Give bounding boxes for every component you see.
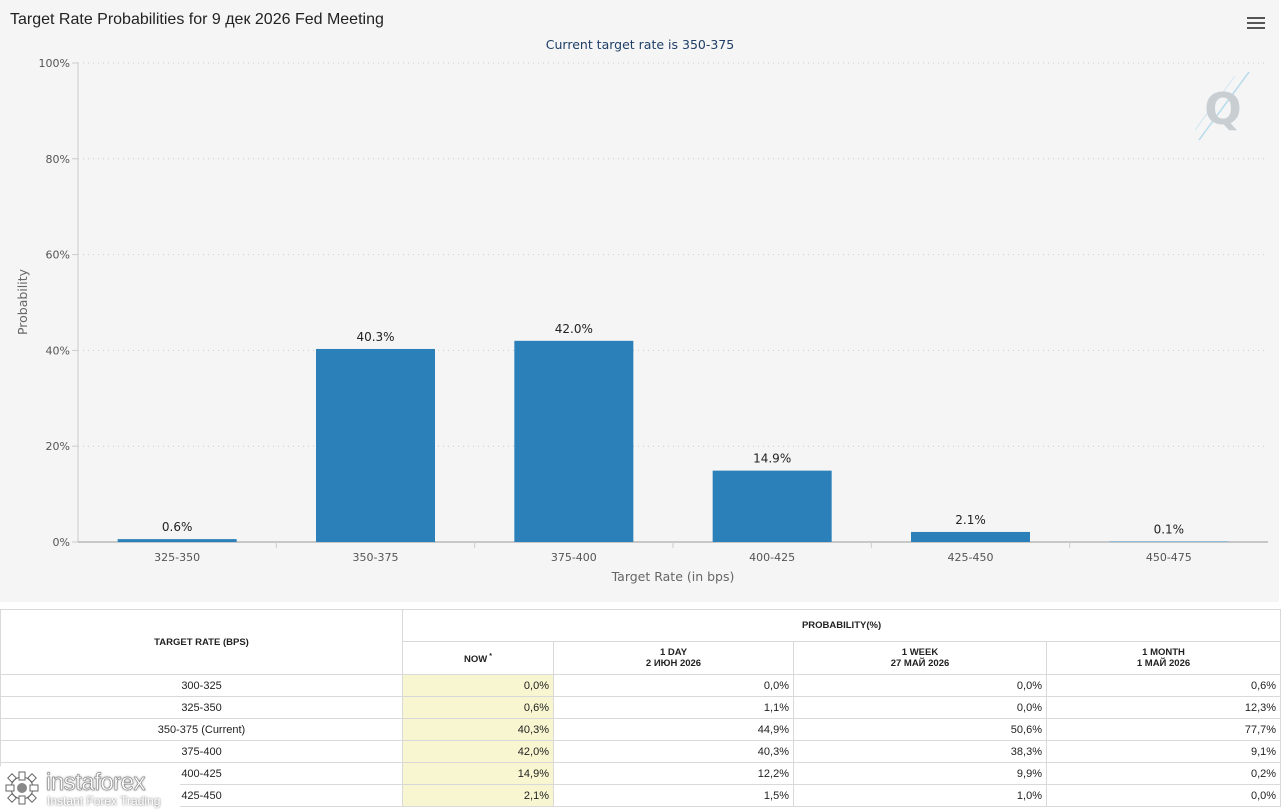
y-tick-label: 0% xyxy=(53,536,70,549)
row-rate: 375-400 xyxy=(0,740,403,763)
cell-value: 0,0% xyxy=(553,674,794,697)
chart-title: Target Rate Probabilities for 9 дек 2026… xyxy=(10,11,384,28)
x-tick-label-350-375: 350-375 xyxy=(353,551,399,564)
x-tick-label-400-425: 400-425 xyxy=(749,551,795,564)
cell-value: 77,7% xyxy=(1045,718,1282,741)
hamburger-menu-icon[interactable] xyxy=(1247,17,1265,31)
instaforex-logo: instaforex Instant Forex Trading xyxy=(0,766,180,810)
cell-value: 12,3% xyxy=(1045,696,1282,719)
data-label-375-400: 42.0% xyxy=(555,322,593,336)
y-tick-label: 100% xyxy=(39,57,70,70)
cell-value: 1,1% xyxy=(553,696,794,719)
table-row: 400-425 14,9% 12,2% 9,9% 0,2% xyxy=(0,762,1282,785)
y-tick-label: 60% xyxy=(46,249,70,262)
cell-value: 12,2% xyxy=(553,762,794,785)
bar-chart: Current target rate is 350-375 Probabili… xyxy=(15,37,1268,584)
cell-value: 44,9% xyxy=(553,718,794,741)
cell-value: 40,3% xyxy=(553,740,794,763)
column-label: 1 MONTH xyxy=(1142,646,1185,658)
column-date: 1 МАЙ 2026 xyxy=(1136,657,1191,669)
column-marker: * xyxy=(489,652,492,660)
data-label-350-375: 40.3% xyxy=(356,330,394,344)
cell-value: 42,0% xyxy=(402,740,554,763)
data-label-450-475: 0.1% xyxy=(1154,523,1185,537)
bar-350-375[interactable] xyxy=(316,348,435,542)
svg-text:Q: Q xyxy=(1204,84,1241,135)
x-tick-label-325-350: 325-350 xyxy=(154,551,200,564)
x-axis-title: Target Rate (in bps) xyxy=(611,569,735,584)
column-date: 27 МАЙ 2026 xyxy=(890,657,950,669)
target-rate-header: TARGET RATE (BPS) xyxy=(0,609,403,675)
cell-value: 9,9% xyxy=(793,762,1047,785)
y-tick-label: 20% xyxy=(46,440,70,453)
cell-value: 0,0% xyxy=(793,674,1047,697)
row-rate: 300-325 xyxy=(0,674,403,697)
y-tick-label: 80% xyxy=(46,153,70,166)
data-label-425-450: 2.1% xyxy=(955,513,986,527)
data-label-325-350: 0.6% xyxy=(162,520,193,534)
bar-400-425[interactable] xyxy=(712,470,832,542)
data-label-400-425: 14.9% xyxy=(753,452,791,466)
cell-value: 9,1% xyxy=(1045,740,1282,763)
bar-325-350[interactable] xyxy=(117,539,237,542)
table-row: 425-450 2,1% 1,5% 1,0% 0,0% xyxy=(0,784,1282,807)
probability-header: PROBABILITY(%) xyxy=(401,609,1282,642)
table-row: 375-400 42,0% 40,3% 38,3% 9,1% xyxy=(0,740,1282,763)
cell-value: 14,9% xyxy=(402,762,554,785)
cell-value: 38,3% xyxy=(793,740,1047,763)
x-tick-label-375-400: 375-400 xyxy=(551,551,597,564)
cell-value: 0,0% xyxy=(793,696,1047,719)
table-row: 325-350 0,6% 1,1% 0,0% 12,3% xyxy=(0,696,1282,719)
cell-value: 0,0% xyxy=(402,674,554,697)
table-row: 300-325 0,0% 0,0% 0,0% 0,6% xyxy=(0,674,1282,697)
table-row: 350-375 (Current) 40,3% 44,9% 50,6% 77,7% xyxy=(0,718,1282,741)
gear-logo-icon xyxy=(5,771,39,805)
cell-value: 40,3% xyxy=(402,718,554,741)
row-rate: 350-375 (Current) xyxy=(0,718,403,741)
cell-value: 0,6% xyxy=(402,696,554,719)
row-rate: 325-350 xyxy=(0,696,403,719)
cell-value: 0,6% xyxy=(1045,674,1282,697)
cell-value: 50,6% xyxy=(793,718,1047,741)
q-watermark-icon: Q xyxy=(1195,71,1250,141)
column-header-0: NOW * xyxy=(402,640,554,676)
logo-name: instaforex xyxy=(46,769,146,796)
cell-value: 1,0% xyxy=(793,784,1047,807)
column-label: 1 WEEK xyxy=(901,646,939,658)
column-header-2: 1 WEEK 27 МАЙ 2026 xyxy=(793,640,1047,676)
cell-value: 0,2% xyxy=(1045,762,1282,785)
column-label: NOW xyxy=(464,654,488,666)
column-header-3: 1 MONTH 1 МАЙ 2026 xyxy=(1045,640,1282,676)
logo-tagline: Instant Forex Trading xyxy=(47,794,161,808)
y-axis-title: Probability xyxy=(15,268,30,335)
x-tick-label-450-475: 450-475 xyxy=(1146,551,1192,564)
probability-table: TARGET RATE (BPS) PROBABILITY(%) NOW * 1 D… xyxy=(0,609,1282,807)
x-tick-label-425-450: 425-450 xyxy=(948,551,994,564)
probability-table-wrap: TARGET RATE (BPS) PROBABILITY(%) NOW * 1 D… xyxy=(0,609,1282,807)
chart-panel: Target Rate Probabilities for 9 дек 2026… xyxy=(10,11,1268,584)
column-label: 1 DAY xyxy=(659,646,688,658)
cell-value: 1,5% xyxy=(553,784,794,807)
cell-value: 0,0% xyxy=(1045,784,1282,807)
bar-425-450[interactable] xyxy=(911,531,1030,542)
column-header-1: 1 DAY 2 ИЮН 2026 xyxy=(553,640,794,676)
chart-subtitle: Current target rate is 350-375 xyxy=(546,37,734,52)
cell-value: 2,1% xyxy=(402,784,554,807)
y-tick-label: 40% xyxy=(46,344,70,357)
bar-375-400[interactable] xyxy=(514,340,634,542)
column-date: 2 ИЮН 2026 xyxy=(645,657,702,669)
